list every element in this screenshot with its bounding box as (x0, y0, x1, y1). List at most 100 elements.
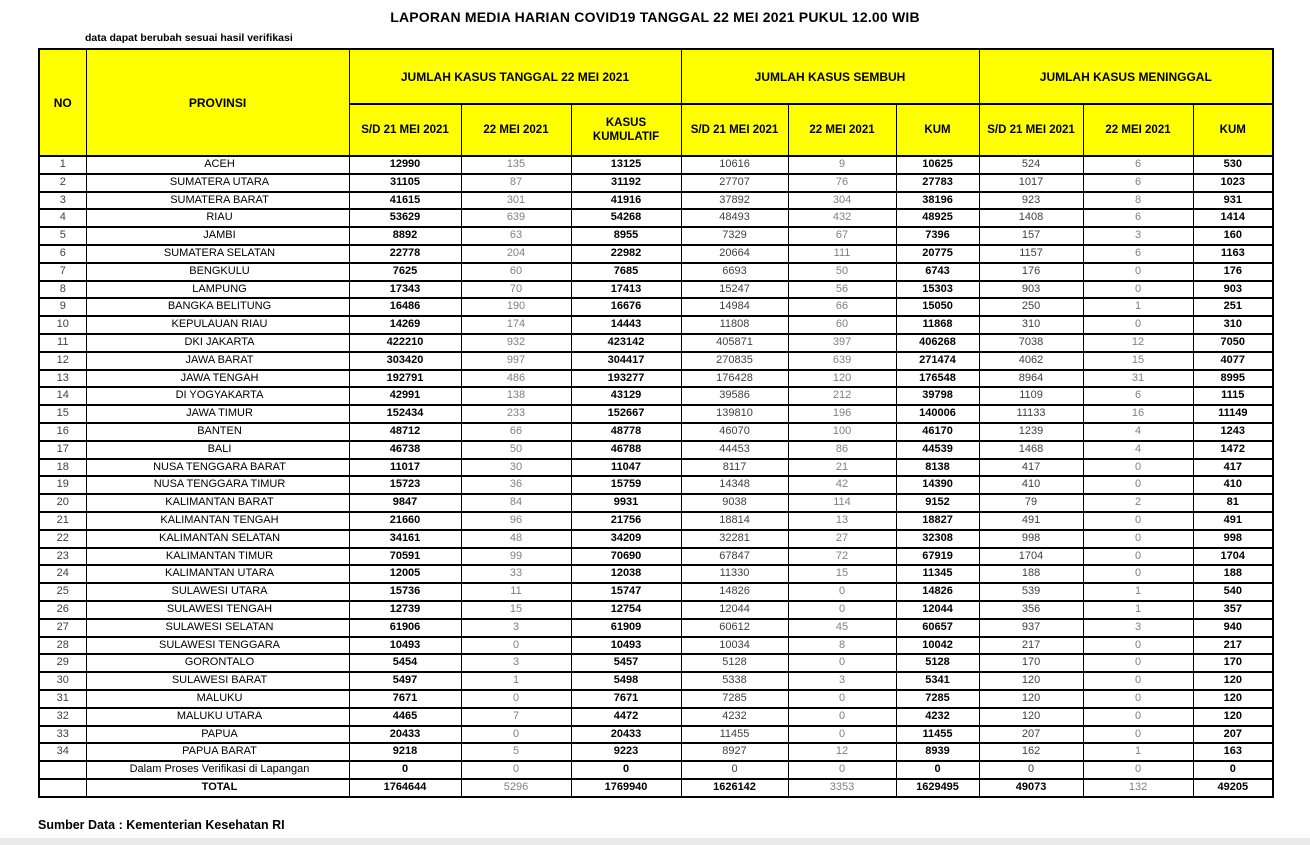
value-cell: 176 (978, 261, 1084, 282)
province-name-cell: KALIMANTAN TENGAH (85, 510, 350, 531)
value-cell: 6743 (895, 261, 980, 282)
value-cell: 417 (978, 457, 1084, 478)
value-cell: 139810 (680, 404, 789, 424)
value-cell: 0 (787, 688, 897, 709)
value-cell: 12 (1082, 332, 1194, 353)
table-row: 26 SULAWESI TENGAH 12739 15 12754 12044 0 12044… (38, 599, 1274, 620)
table-row: 10 KEPULAUAN RIAU 14269 174 14443 11808 60 1186… (38, 315, 1274, 335)
value-cell: 192791 (348, 368, 462, 389)
row-number-cell: 34 (38, 742, 87, 763)
value-cell: 1 (1082, 742, 1194, 763)
value-cell: 46170 (895, 421, 980, 442)
value-cell: 41916 (570, 190, 682, 211)
value-cell: 12005 (348, 564, 462, 585)
value-cell: 303420 (348, 350, 462, 371)
value-cell: 9931 (570, 493, 682, 513)
subheader-meninggal-hari: 22 MEI 2021 (1082, 103, 1194, 157)
value-cell: 162 (978, 742, 1084, 763)
table-row: 8 LAMPUNG 17343 70 17413 15247 56 15303 903 0 903 (38, 279, 1274, 300)
value-cell: 8138 (895, 457, 980, 478)
value-cell: 5338 (680, 671, 789, 691)
value-cell: 11808 (680, 315, 789, 335)
table-row: 16 BANTEN 48712 66 48778 46070 100 46170 1239 4 12… (38, 421, 1274, 442)
value-cell: 31 (1082, 368, 1194, 389)
value-cell: 56 (787, 279, 897, 300)
value-cell: 39586 (680, 386, 789, 407)
value-cell: 34209 (570, 528, 682, 549)
value-cell: 5341 (895, 671, 980, 691)
row-number-cell: 4 (38, 208, 87, 229)
value-cell: 60612 (680, 617, 789, 638)
value-cell: 540 (1192, 582, 1274, 602)
value-cell: 0 (348, 760, 462, 780)
row-number-cell: 1 (38, 155, 87, 175)
value-cell: 0 (1082, 635, 1194, 656)
total-label-cell: TOTAL (85, 777, 350, 798)
value-cell: 120 (978, 706, 1084, 727)
value-cell: 1472 (1192, 439, 1274, 460)
value-cell: 170 (978, 653, 1084, 674)
row-number-cell: 7 (38, 261, 87, 282)
value-cell: 410 (978, 475, 1084, 496)
province-name-cell: PAPUA BARAT (85, 742, 350, 763)
value-cell: 36 (460, 475, 572, 496)
province-name-cell: JAMBI (85, 226, 350, 246)
value-cell: 1414 (1192, 208, 1274, 229)
value-cell: 250 (978, 297, 1084, 318)
row-number-cell: 15 (38, 404, 87, 424)
province-name-cell: SULAWESI SELATAN (85, 617, 350, 638)
table-row: 12 JAWA BARAT 303420 997 304417 270835 639 2714… (38, 350, 1274, 371)
value-cell: 5 (460, 742, 572, 763)
value-cell: 61909 (570, 617, 682, 638)
value-cell: 0 (1082, 688, 1194, 709)
table-row: 22 KALIMANTAN SELATAN 34161 48 34209 32281 27 3… (38, 528, 1274, 549)
value-cell: 120 (1192, 706, 1274, 727)
value-cell: 539 (978, 582, 1084, 602)
row-number-cell: 12 (38, 350, 87, 371)
value-cell: 6 (1082, 386, 1194, 407)
value-cell: 1704 (978, 546, 1084, 567)
value-cell: 60657 (895, 617, 980, 638)
value-cell: 32308 (895, 528, 980, 549)
value-cell: 12044 (895, 599, 980, 620)
subheader-sembuh-sd: S/D 21 MEI 2021 (680, 103, 789, 157)
value-cell: 15050 (895, 297, 980, 318)
value-cell: 0 (1082, 760, 1194, 780)
value-cell: 66 (460, 421, 572, 442)
value-cell: 998 (1192, 528, 1274, 549)
province-name-cell: GORONTALO (85, 653, 350, 674)
value-cell: 1239 (978, 421, 1084, 442)
covid-report-table: NO PROVINSI JUMLAH KASUS TANGGAL 22 MEI … (38, 48, 1275, 798)
value-cell: 14826 (680, 582, 789, 602)
value-cell: 10034 (680, 635, 789, 656)
value-cell: 33 (460, 564, 572, 585)
table-row: 30 SULAWESI BARAT 5497 1 5498 5338 3 5341 120 0 12… (38, 671, 1274, 691)
row-number-cell (38, 760, 87, 780)
value-cell: 5128 (680, 653, 789, 674)
value-cell: 9847 (348, 493, 462, 513)
group-header-sembuh: JUMLAH KASUS SEMBUH (680, 48, 980, 105)
value-cell: 15759 (570, 475, 682, 496)
row-number-cell: 6 (38, 243, 87, 264)
value-cell: 356 (978, 599, 1084, 620)
value-cell: 176 (1192, 261, 1274, 282)
value-cell: 0 (787, 760, 897, 780)
row-number-cell: 21 (38, 510, 87, 531)
value-cell: 422210 (348, 332, 462, 353)
table-row: 11 DKI JAKARTA 422210 932 423142 405871 397 406… (38, 332, 1274, 353)
subheader-meninggal-sd: S/D 21 MEI 2021 (978, 103, 1084, 157)
value-cell: 132 (1082, 777, 1194, 798)
value-cell: 486 (460, 368, 572, 389)
value-cell: 160 (1192, 226, 1274, 246)
value-cell: 397 (787, 332, 897, 353)
value-cell: 138 (460, 386, 572, 407)
row-number-cell: 27 (38, 617, 87, 638)
value-cell: 39798 (895, 386, 980, 407)
value-cell: 0 (1082, 706, 1194, 727)
value-cell: 0 (1082, 475, 1194, 496)
value-cell: 21660 (348, 510, 462, 531)
value-cell: 14826 (895, 582, 980, 602)
value-cell: 120 (1192, 671, 1274, 691)
province-name-cell: ACEH (85, 155, 350, 175)
row-number-cell: 14 (38, 386, 87, 407)
